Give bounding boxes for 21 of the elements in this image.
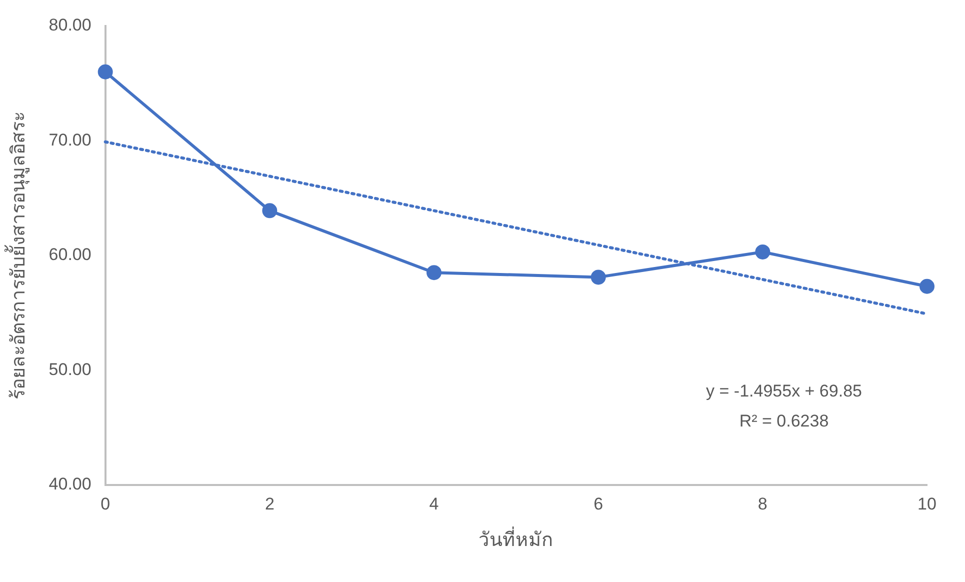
x-tick-label: 0 <box>100 494 110 514</box>
x-tick-label: 10 <box>918 494 936 514</box>
y-tick-label: 80.00 <box>48 16 92 35</box>
x-tick-label: 2 <box>264 494 274 514</box>
point <box>755 244 770 260</box>
x-tick-label: 4 <box>429 494 439 514</box>
point <box>426 265 442 280</box>
point <box>262 203 278 218</box>
annotation: R² = 0.6238 <box>739 411 829 430</box>
y-tick-label: 50.00 <box>48 360 92 379</box>
annotation: y = -1.4955x + 69.85 <box>706 381 862 400</box>
x-tick-label: 6 <box>594 494 604 514</box>
point <box>590 270 606 285</box>
y-tick-label: 70.00 <box>48 130 92 150</box>
point <box>98 64 113 80</box>
y-tick-label: 40.00 <box>48 474 92 494</box>
y-axis-title: ร้อยละอัตรการยับยั้งสารอนุมูลอิสระ <box>4 111 31 400</box>
point <box>920 278 934 294</box>
y-tick-label: 60.00 <box>48 245 92 264</box>
x-tick-label: 8 <box>758 494 768 514</box>
x-axis-title: วันที่หมัก <box>478 526 554 551</box>
